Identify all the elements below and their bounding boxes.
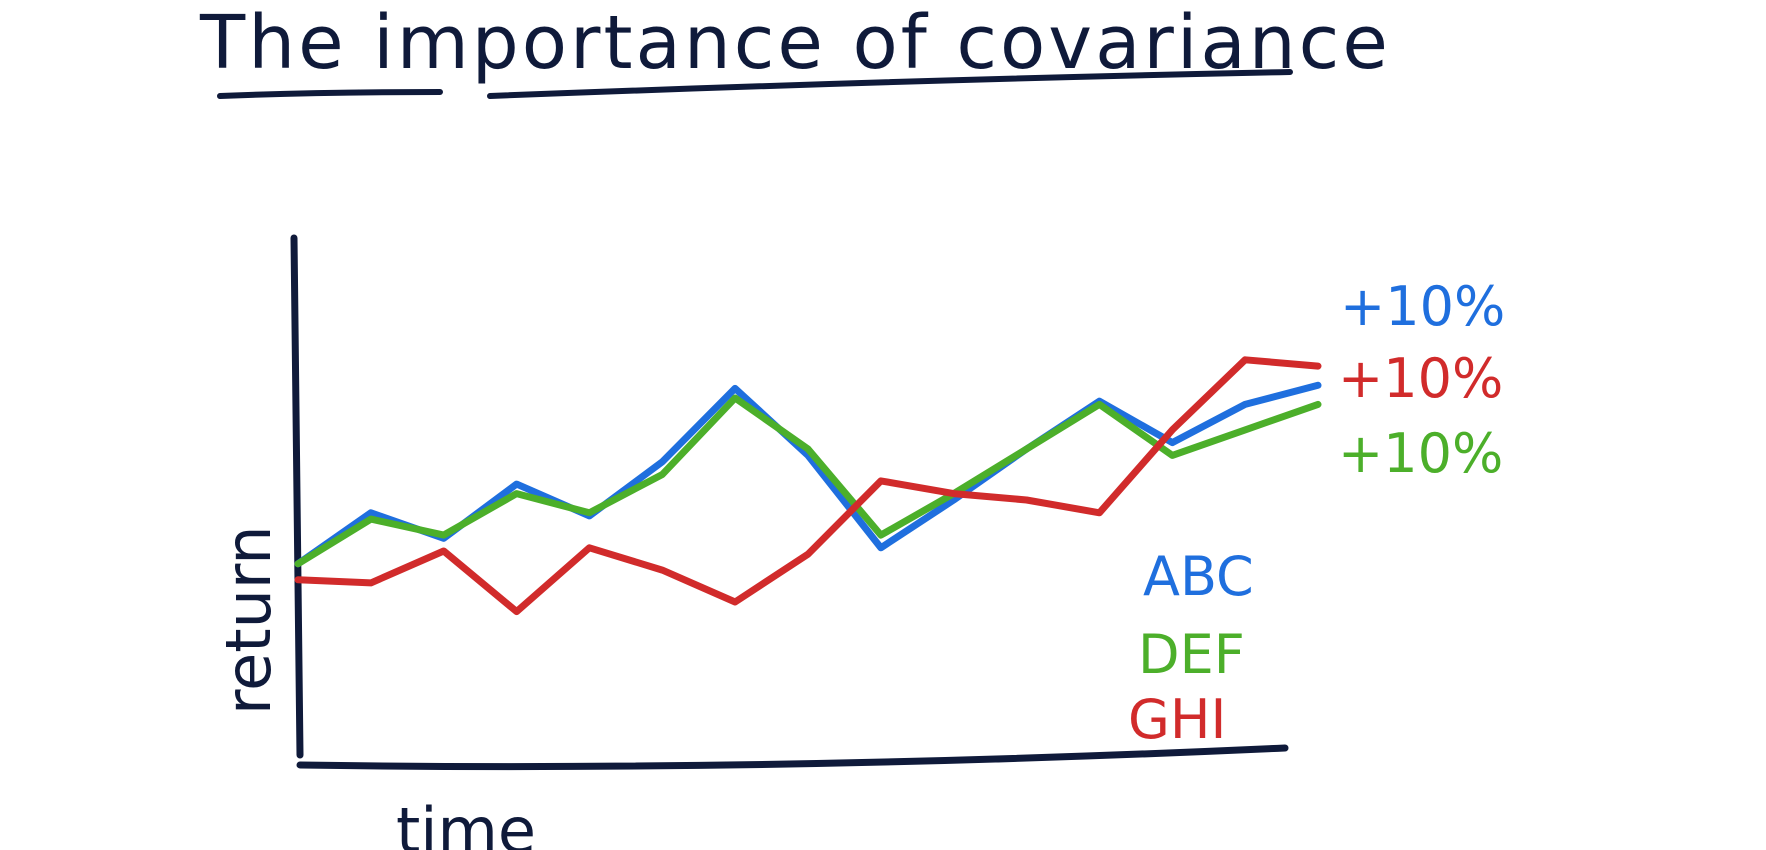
title-underline-right [487,69,1293,99]
end-label-def: +10% [1338,422,1503,485]
title-underline-left [217,89,443,99]
end-labels: +10% +10% +10% [1338,275,1505,485]
y-axis [290,234,304,759]
series-line-abc [294,381,1322,568]
y-axis-label: return [212,525,285,715]
x-axis-label: time [396,794,536,850]
legend-entry-ghi: GHI [1128,688,1226,751]
legend-entry-def: DEF [1138,623,1245,686]
legend: ABC DEF GHI [1128,545,1254,751]
end-label-abc: +10% [1340,275,1505,338]
end-label-ghi: +10% [1338,347,1503,410]
series-line-def [294,394,1322,568]
legend-entry-abc: ABC [1143,545,1254,608]
series-line-ghi [294,356,1322,616]
x-axis [296,744,1289,771]
series-lines [294,356,1322,616]
